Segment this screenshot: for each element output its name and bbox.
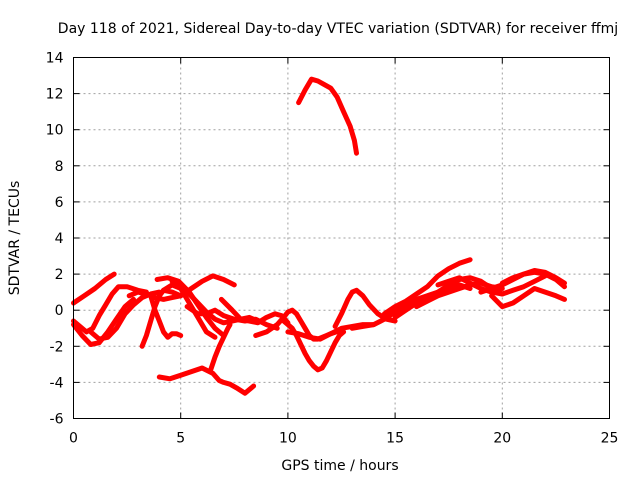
series-arc-26	[489, 286, 567, 310]
series-arc-23	[414, 280, 505, 310]
chart-title: Day 118 of 2021, Sidereal Day-to-day VTE…	[58, 21, 618, 37]
series-arc-05	[126, 273, 237, 302]
series-arc-01	[71, 271, 117, 306]
y-tick-label: 10	[46, 123, 64, 139]
y-tick-label: 0	[55, 303, 64, 319]
y-tick-label: -4	[50, 375, 64, 391]
series-arc-07	[148, 293, 184, 340]
series-arc-27	[499, 268, 567, 286]
axis-ticks: 0 5 10 15 20 25 -6 -4 -2 0 2 4 6 8 10 12 14	[46, 51, 619, 447]
y-tick-label: 6	[55, 195, 64, 211]
y-tick-label: -6	[50, 412, 64, 428]
series-arc-24	[435, 273, 548, 297]
y-tick-label: 4	[55, 231, 64, 247]
y-tick-label: 2	[55, 267, 64, 283]
series-arc-12	[156, 365, 257, 396]
x-tick-label: 0	[69, 431, 78, 447]
x-tick-label: 20	[493, 431, 511, 447]
y-axis-label: SDTVAR / TECUs	[7, 181, 23, 296]
x-tick-label: 15	[386, 431, 404, 447]
series-arc-03	[71, 284, 149, 335]
series-arc-20	[349, 282, 473, 331]
x-tick-label: 10	[279, 431, 297, 447]
y-tick-label: 12	[46, 87, 64, 103]
series-arc-18	[296, 76, 359, 156]
data-series	[71, 76, 567, 396]
series-arc-13	[208, 322, 233, 373]
y-tick-label: 14	[46, 51, 64, 67]
series-arc-06	[139, 287, 184, 349]
y-tick-label: -2	[50, 339, 64, 355]
y-tick-label: 8	[55, 159, 64, 175]
x-axis-label: GPS time / hours	[281, 458, 398, 474]
series-arc-09	[161, 282, 218, 340]
series-arc-21	[381, 257, 473, 317]
x-tick-label: 25	[601, 431, 619, 447]
series-arc-19	[332, 287, 398, 329]
x-tick-label: 5	[176, 431, 185, 447]
series-arc-14	[218, 296, 291, 326]
